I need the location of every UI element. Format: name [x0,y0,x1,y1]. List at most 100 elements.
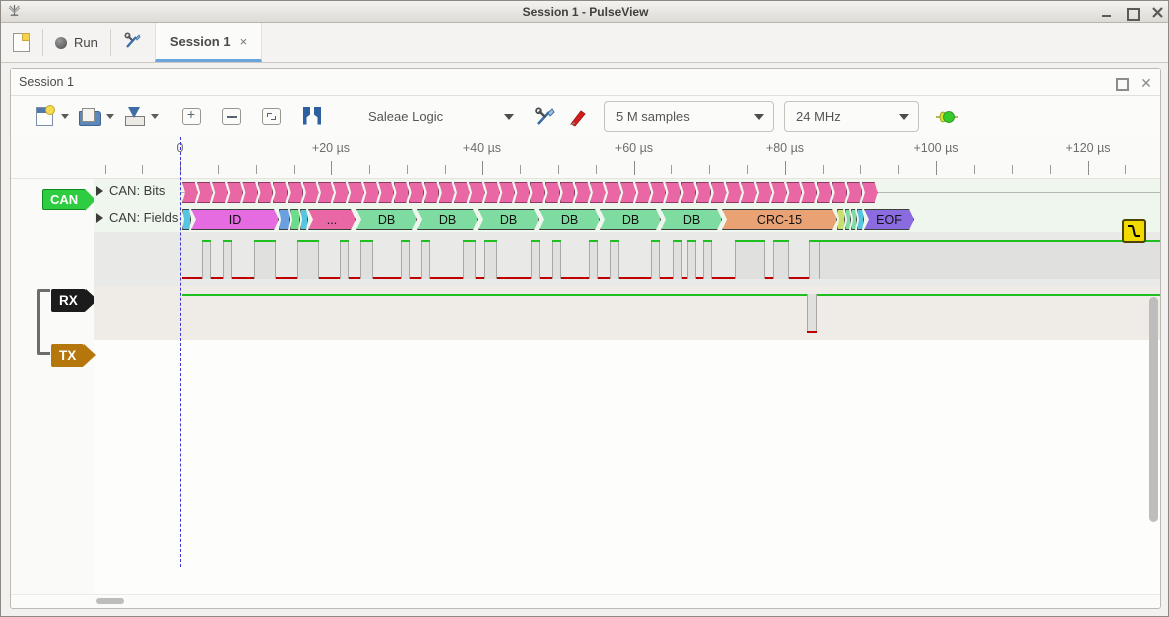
field-annotation[interactable]: ID [191,209,279,230]
time-ruler[interactable]: 0 +20 µs +40 µs +60 µs +80 µs +100 µs +120 µs [11,137,1160,179]
field-annotation[interactable]: DB [600,209,661,230]
field-annotation[interactable]: DB [356,209,417,230]
field-annotation-label: DB [621,212,640,227]
device-name: Saleae Logic [368,109,444,124]
waveform-pulse-body [552,240,561,279]
waveform-low-segment [476,277,484,279]
toolbar-separator [42,29,43,56]
waveform-low-segment [789,277,809,279]
waveform-low-segment [373,277,401,279]
waveform-pulse-body [297,240,319,279]
trigger-probe-button[interactable] [566,103,592,131]
close-icon[interactable] [1151,6,1164,19]
open-file-button[interactable] [76,103,102,131]
waveform-low-segment [660,277,673,279]
cursor-markers-icon [300,106,326,127]
waveform-low-segment [232,277,254,279]
zoom-out-button[interactable] [218,103,244,131]
new-session-button[interactable] [1,23,42,62]
ruler-tick-minor [898,165,899,174]
waveform-high-segment [202,240,211,242]
decoder-row-label[interactable]: CAN: Bits [96,183,165,198]
decoder-badge-label: CAN [50,192,79,207]
minimize-icon[interactable] [1101,6,1114,19]
waveform-low-segment [619,277,651,279]
waveform-low-segment [561,277,589,279]
zoom-fit-icon [261,108,281,125]
new-file-icon [35,105,55,126]
new-file-dropdown-icon[interactable] [61,114,69,119]
open-file-dropdown-icon[interactable] [106,114,114,119]
field-annotation[interactable]: DB [417,209,478,230]
ruler-label: 0 [176,141,184,155]
subwindow-title: Session 1 [19,75,74,89]
maximize-icon[interactable] [1126,6,1140,21]
subwindow-close-icon[interactable]: ✕ [1140,74,1152,91]
horizontal-scrollbar-thumb[interactable] [96,598,124,604]
channel-group-bracket [37,289,50,355]
waveform-low-segment [276,277,297,279]
tab-session-1[interactable]: Session 1 × [154,23,263,62]
channel-badge-rx[interactable]: RX [51,289,98,312]
show-cursors-button[interactable] [300,103,326,131]
waveform-pulse-body [610,240,619,279]
waveform-pulse-body [687,240,696,279]
ruler-label: +20 µs [311,141,351,155]
decoder-row-label[interactable]: CAN: Fields [96,210,178,225]
sample-rate-selector[interactable]: 24 MHz [784,101,919,132]
ruler-tick-minor [709,165,710,174]
horizontal-scrollbar-track[interactable] [11,594,1160,607]
vertical-scrollbar-thumb[interactable] [1149,297,1158,522]
waveform-high-segment [773,240,789,242]
field-annotation[interactable]: DB [478,209,539,230]
waveform-high-segment [673,240,682,242]
settings-button[interactable] [111,23,155,62]
decoder-badge-can[interactable]: CAN [42,189,97,211]
waveform-pulse-body [484,240,497,279]
field-annotation[interactable]: DB [661,209,722,230]
device-config-icon [534,106,556,127]
new-session-icon-button[interactable] [31,103,57,131]
run-button[interactable]: Run [43,23,110,62]
ruler-tick-major [180,161,181,175]
tab-close-icon[interactable]: × [239,33,248,49]
waveform-pulse-body [651,240,660,279]
ruler-tick-minor [596,165,597,174]
waveform-high-segment [651,240,660,242]
open-folder-icon [79,107,101,126]
subwindow-titlebar: Session 1 ✕ [11,69,1160,96]
field-annotation[interactable]: DB [539,209,600,230]
waveform-high-segment [687,240,696,242]
decoder-row-name: CAN: Fields [109,210,179,225]
zoom-fit-button[interactable] [258,103,284,131]
pulseview-toolbar: Saleae Logic [11,96,1160,137]
main-toolbar: Run Session 1 × [1,23,1168,63]
subwindow-maximize-icon[interactable] [1115,77,1129,91]
channel-badge-tx[interactable]: TX [51,344,97,367]
ruler-tick-minor [218,165,219,174]
ruler-tick-major [634,161,635,175]
ruler-tick-minor [445,165,446,174]
device-config-button[interactable] [532,103,558,131]
trigger-probe-icon [568,107,590,127]
ruler-tick-minor [823,165,824,174]
field-annotation[interactable]: CRC-15 [722,209,837,230]
expand-triangle-icon[interactable] [96,185,103,196]
expand-triangle-icon[interactable] [96,212,103,223]
waveform-low-segment [497,277,531,279]
ruler-label: +80 µs [765,141,805,155]
save-file-dropdown-icon[interactable] [151,114,159,119]
save-file-button[interactable] [121,103,147,131]
zoom-in-button[interactable] [178,103,204,131]
field-annotation[interactable]: ... [308,209,356,230]
chevron-down-icon [754,113,764,120]
field-annotation[interactable]: EOF [864,209,914,230]
session-subwindow: Session 1 ✕ [10,68,1161,609]
field-annotation-label: DB [560,212,579,227]
ruler-tick-minor [294,165,295,174]
device-selector[interactable]: Saleae Logic [362,102,518,132]
waveform-pulse-body [673,240,682,279]
chevron-down-icon [899,113,909,120]
ruler-tick-minor [974,165,975,174]
sample-count-selector[interactable]: 5 M samples [604,101,774,132]
